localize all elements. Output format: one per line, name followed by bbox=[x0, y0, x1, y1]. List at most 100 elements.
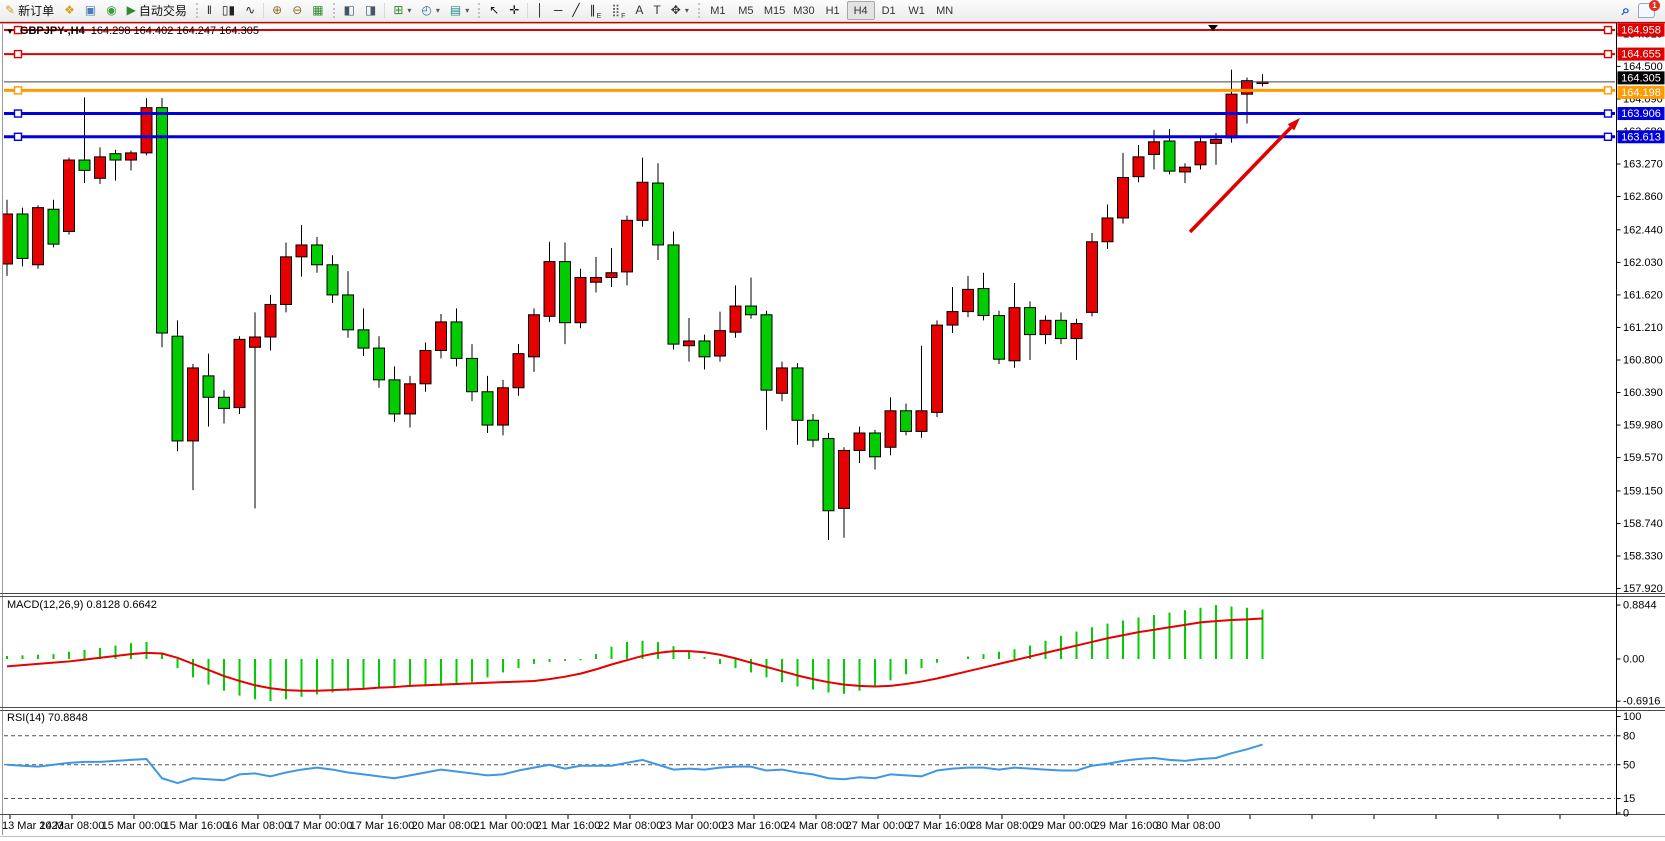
zoom-in-icon: ⊕ bbox=[272, 3, 283, 17]
chevron-down-icon[interactable]: ▾ bbox=[465, 6, 470, 15]
toolbar-separator bbox=[527, 3, 529, 18]
line-handle[interactable] bbox=[13, 25, 23, 35]
templates-button[interactable]: ▤ ▾ bbox=[445, 0, 474, 21]
line-handle[interactable] bbox=[1603, 49, 1613, 59]
text-icon: A bbox=[635, 3, 644, 17]
signal-button[interactable]: ◉ bbox=[101, 0, 121, 21]
price-tick-label: 161.620 bbox=[1623, 289, 1663, 301]
candle-body bbox=[109, 153, 122, 161]
chevron-down-icon[interactable]: ▾ bbox=[407, 6, 412, 15]
candle-body bbox=[481, 391, 494, 426]
candle-body bbox=[1024, 307, 1036, 336]
horizontal-line-button[interactable]: ─ bbox=[549, 0, 568, 21]
candle-body bbox=[264, 303, 277, 338]
candle-body bbox=[419, 349, 432, 385]
candle-body bbox=[915, 410, 928, 432]
crosshair-button[interactable]: ✛ bbox=[504, 0, 524, 21]
tile-windows-button[interactable]: ▦ bbox=[307, 0, 328, 21]
line-chart-button[interactable]: ∿ bbox=[240, 0, 260, 21]
candle-body bbox=[94, 156, 106, 179]
autotrade-icon: ▶ bbox=[126, 3, 136, 17]
cursor-button[interactable]: ↖ bbox=[484, 0, 504, 21]
timeframe-m5-button[interactable]: M5 bbox=[738, 4, 754, 17]
line-handle[interactable] bbox=[1603, 86, 1613, 95]
candle-chart-button[interactable]: ▯▮ bbox=[217, 0, 240, 21]
candle-body bbox=[1008, 307, 1021, 362]
timeframe-d1-button[interactable]: D1 bbox=[881, 4, 896, 17]
chart-shift-marker-icon[interactable] bbox=[1208, 25, 1218, 31]
candle-body bbox=[1163, 140, 1176, 172]
auto-trading-button[interactable]: ▶ 自动交易 bbox=[122, 0, 192, 21]
new-order-button[interactable]: ✎ 新订单 bbox=[0, 0, 59, 21]
vertical-line-button[interactable]: │ bbox=[531, 0, 549, 21]
chevron-down-icon[interactable]: ▾ bbox=[684, 6, 689, 15]
chevron-down-icon[interactable]: ▾ bbox=[435, 6, 440, 15]
periods-button[interactable]: ◴ ▾ bbox=[416, 0, 445, 21]
price-badge-163.906 bbox=[1617, 107, 1665, 121]
arrows-button[interactable]: ✥ ▾ bbox=[666, 0, 694, 21]
price-badge-164.958 bbox=[1617, 23, 1665, 37]
price-tick-label: 158.330 bbox=[1623, 550, 1663, 562]
trend-arrow-head[interactable] bbox=[1287, 118, 1300, 131]
zoom-out-button[interactable]: ⊖ bbox=[287, 0, 307, 21]
line-handle[interactable] bbox=[13, 132, 23, 141]
candle-body bbox=[3, 213, 13, 265]
toolbar-separator bbox=[384, 3, 386, 18]
fibonacci-button[interactable]: ⣿ F bbox=[606, 0, 630, 21]
timeframe-m15-button[interactable]: M15 bbox=[763, 4, 786, 17]
hline-icon: ─ bbox=[553, 3, 563, 17]
line-handle[interactable] bbox=[13, 49, 23, 59]
price-tick-label: 161.210 bbox=[1623, 322, 1663, 334]
candle-body bbox=[156, 107, 168, 334]
macd-scale-label: 0.00 bbox=[1623, 654, 1644, 666]
arrange-down-button[interactable]: ◨ bbox=[360, 0, 381, 21]
time-axis-label: 20 Mar 08:00 bbox=[412, 820, 477, 832]
timeframe-h1-button[interactable]: H1 bbox=[825, 4, 840, 17]
line-handle[interactable] bbox=[1603, 132, 1613, 141]
bar-chart-button[interactable]: ‖ bbox=[202, 0, 217, 21]
candle-body bbox=[342, 294, 354, 331]
candle-body bbox=[745, 305, 757, 316]
new-chart-icon: ⊞ bbox=[393, 3, 404, 17]
candle-body bbox=[977, 288, 990, 317]
line-handle[interactable] bbox=[1603, 109, 1613, 118]
line-handle[interactable] bbox=[1603, 25, 1613, 35]
equidistant-channel-button[interactable]: ∥ E bbox=[585, 0, 607, 21]
price-tick-label: 162.440 bbox=[1623, 224, 1663, 236]
toolbar-grip bbox=[697, 3, 700, 18]
time-axis-label: 28 Mar 08:00 bbox=[970, 820, 1035, 832]
arrange-up-button[interactable]: ◧ bbox=[339, 0, 360, 21]
rsi-scale-label: 80 bbox=[1623, 730, 1635, 742]
gold-chart-button[interactable]: ❖ bbox=[59, 0, 80, 21]
text-button[interactable]: A bbox=[630, 0, 648, 21]
line-handle[interactable] bbox=[13, 86, 23, 95]
timeframe-mn-button[interactable]: MN bbox=[936, 4, 954, 17]
candle-body bbox=[543, 261, 556, 317]
timeframe-w1-button[interactable]: W1 bbox=[908, 4, 925, 17]
search-icon[interactable]: ⌕ bbox=[1621, 2, 1630, 19]
zoom-in-button[interactable]: ⊕ bbox=[267, 0, 287, 21]
chat-icon[interactable]: 1 bbox=[1638, 0, 1660, 18]
candle-body bbox=[249, 336, 261, 348]
trendline-button[interactable]: ╱ bbox=[567, 0, 584, 21]
text-label-button[interactable]: T bbox=[648, 0, 665, 21]
trend-arrow-line[interactable] bbox=[1188, 126, 1293, 234]
vline-icon: │ bbox=[536, 3, 544, 17]
time-axis-label: 17 Mar 16:00 bbox=[350, 820, 415, 832]
remote-terminal-button[interactable]: ▣ bbox=[80, 0, 101, 21]
candle-body bbox=[946, 311, 959, 326]
new-chart-button[interactable]: ⊞ ▾ bbox=[388, 0, 416, 21]
timeframe-m1-button[interactable]: M1 bbox=[710, 4, 726, 17]
time-axis-label: 15 Mar 16:00 bbox=[164, 820, 229, 832]
timeframe-h4-button[interactable]: H4 bbox=[846, 1, 875, 20]
time-axis-label: 14 Mar 08:00 bbox=[40, 820, 105, 832]
candle-body bbox=[1039, 319, 1052, 336]
timeframe-m30-button[interactable]: M30 bbox=[793, 4, 815, 17]
candle-body bbox=[869, 432, 881, 458]
candle-body bbox=[636, 181, 649, 221]
candle-body bbox=[931, 324, 943, 413]
candle-body bbox=[326, 264, 339, 296]
candle-chart-icon: ▯▮ bbox=[221, 3, 236, 17]
line-handle[interactable] bbox=[13, 109, 23, 118]
